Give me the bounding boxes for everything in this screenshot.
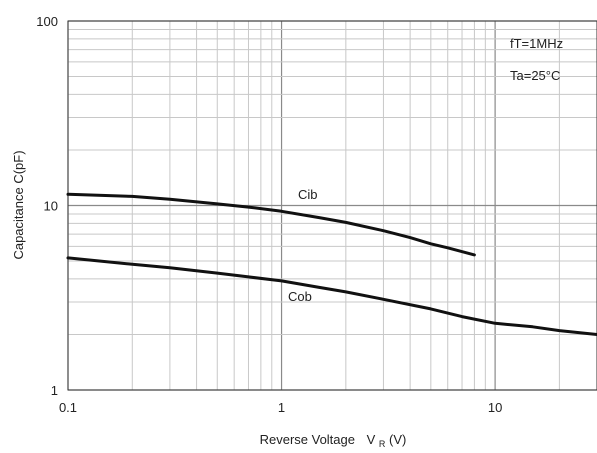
x-axis-title-text: Reverse Voltage — [260, 432, 355, 447]
x-axis-title-symbol: V — [367, 432, 376, 447]
series-line-cob — [66, 256, 597, 336]
x-axis-title: Reverse Voltage V R (V) — [260, 432, 407, 450]
series-label-cob: Cob — [288, 289, 312, 304]
x-tick-label: 0.1 — [59, 400, 77, 415]
series-label-cib: Cib — [298, 187, 318, 202]
plot-frame — [67, 20, 597, 391]
x-axis-title-subscript: R — [379, 439, 386, 449]
x-tick-label: 1 — [278, 400, 285, 415]
series-group — [66, 192, 597, 336]
y-tick-label: 1 — [51, 383, 58, 398]
y-tick-label: 100 — [36, 14, 58, 29]
annotation-temperature: Ta=25°C — [510, 68, 560, 83]
annotation-frequency: fT=1MHz — [510, 36, 563, 51]
y-axis-title: Capacitance C(pF) — [11, 150, 26, 259]
x-axis-title-unit: (V) — [389, 432, 406, 447]
x-tick-label: 10 — [488, 400, 502, 415]
series-line-cib — [66, 192, 476, 257]
y-tick-label: 10 — [44, 199, 58, 214]
